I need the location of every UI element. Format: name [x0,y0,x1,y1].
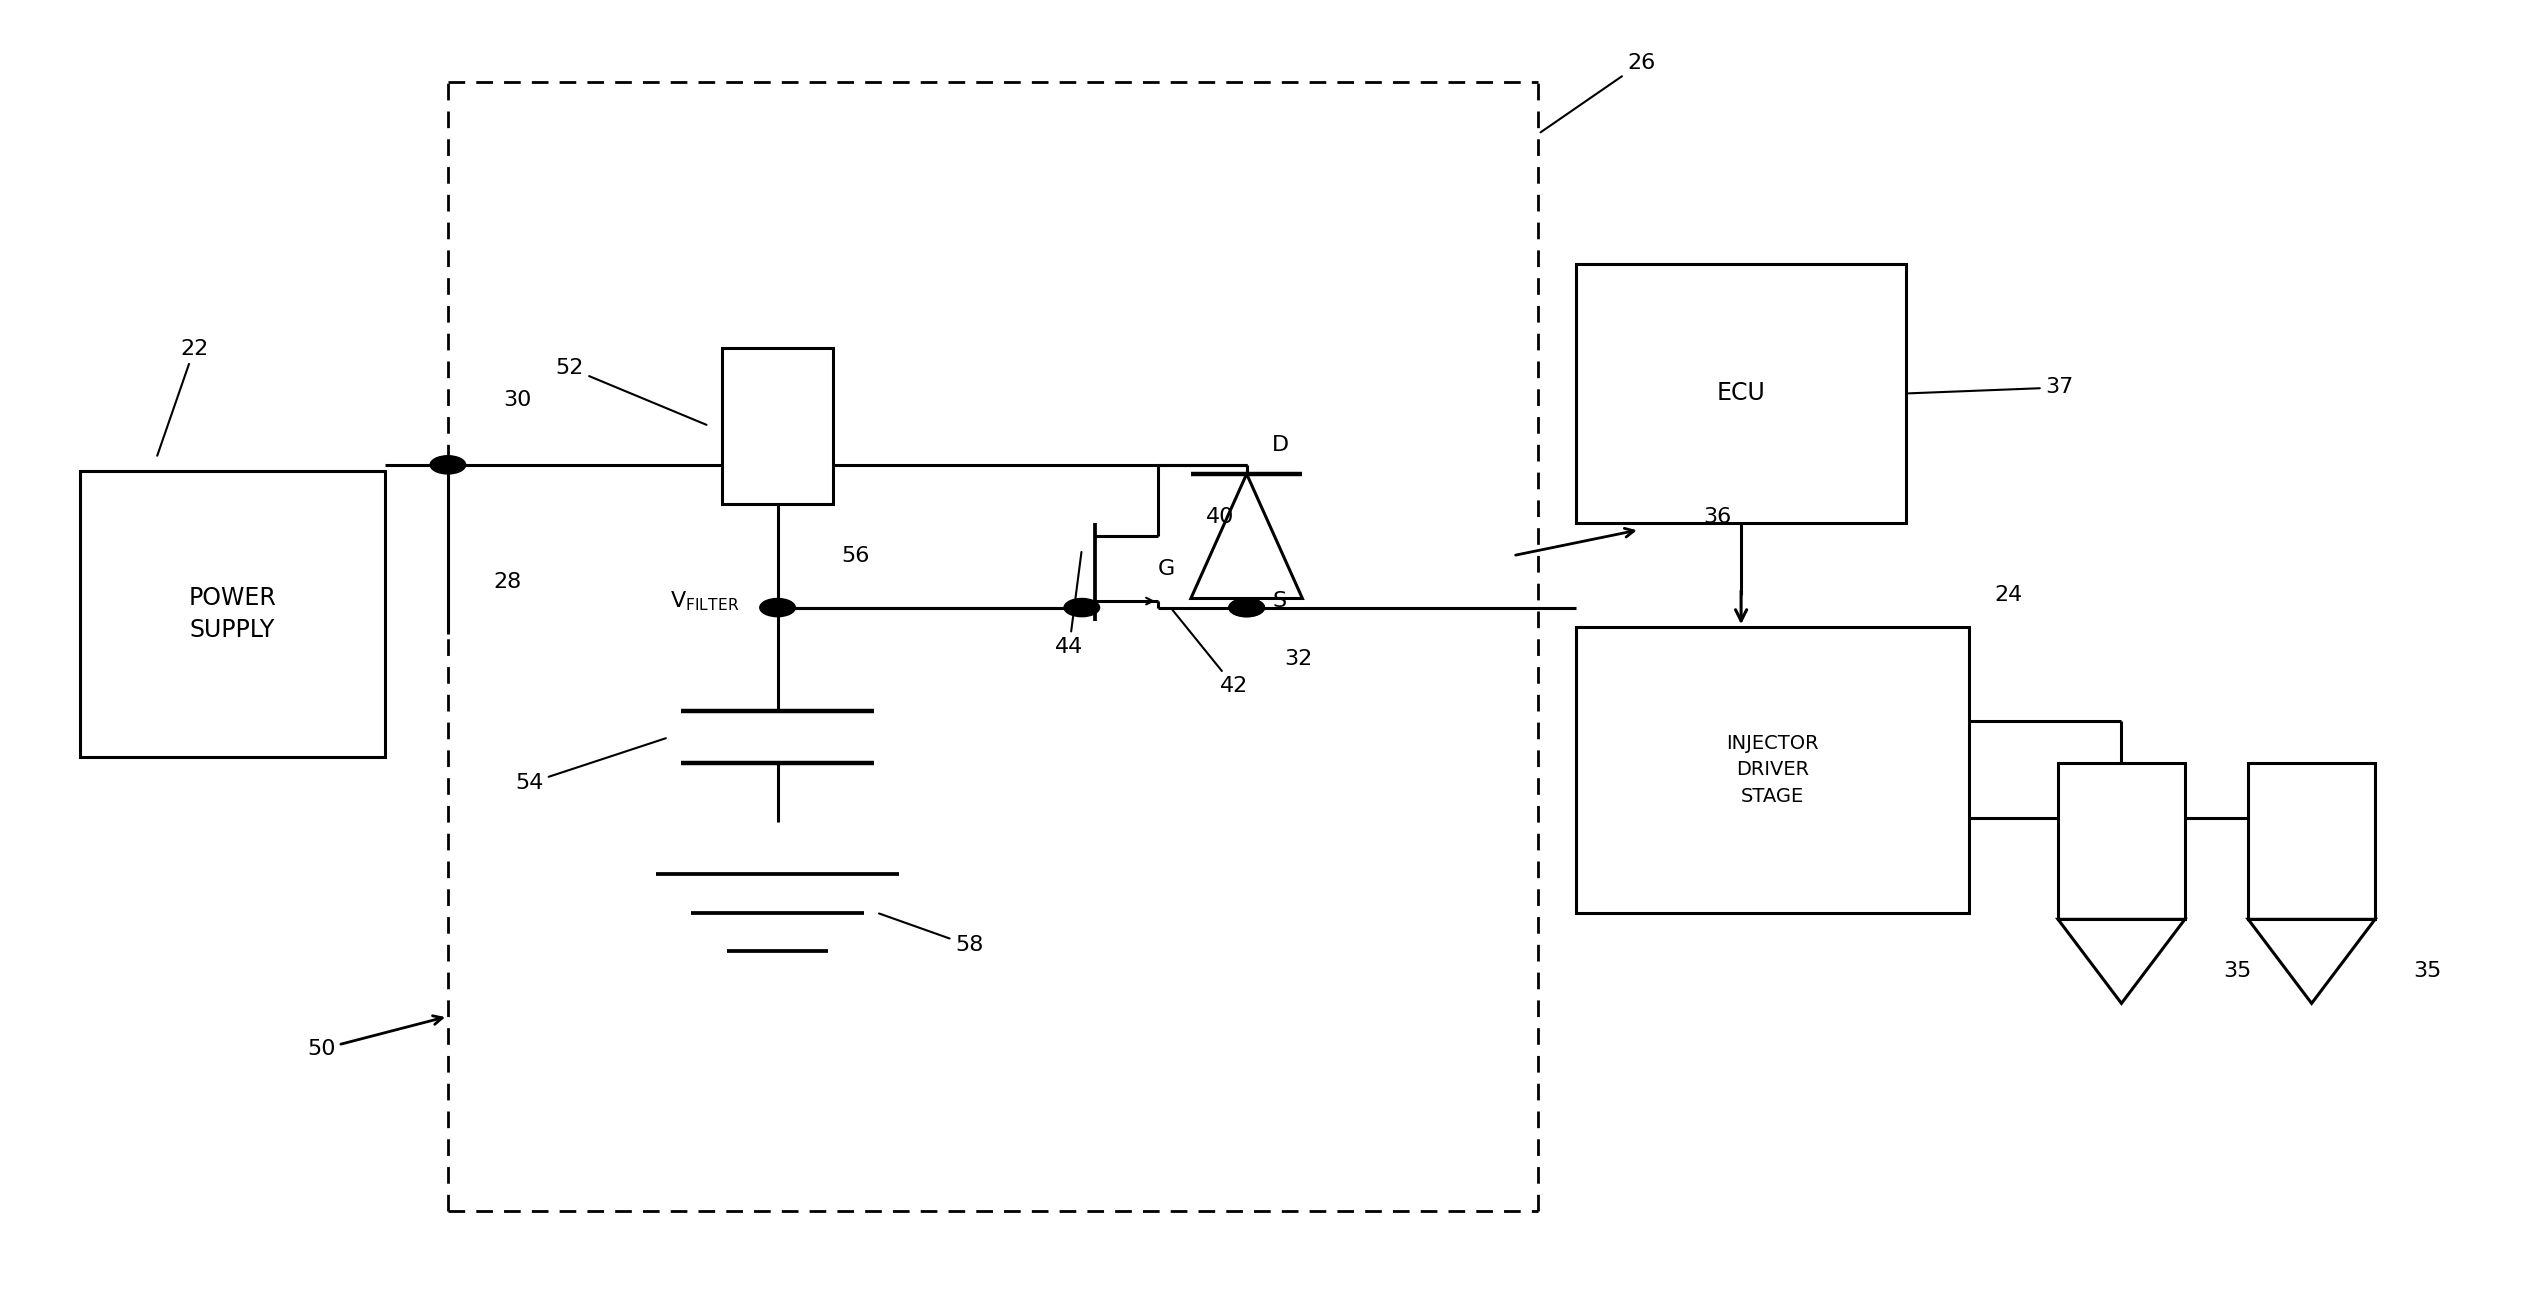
Text: 36: 36 [1702,507,1732,526]
Text: G: G [1158,559,1175,579]
Text: 30: 30 [504,390,532,410]
Text: POWER
SUPPLY: POWER SUPPLY [188,586,277,641]
Circle shape [1063,598,1099,616]
Text: 22: 22 [158,338,209,456]
Text: 35: 35 [2223,961,2251,981]
Text: 26: 26 [1542,54,1656,132]
Bar [2249,763,2376,919]
Text: ECU: ECU [1717,381,1766,405]
Text: 40: 40 [1206,507,1234,526]
Text: 28: 28 [494,572,522,592]
Bar [2058,763,2185,919]
Text: 52: 52 [555,358,707,424]
Text: 24: 24 [1994,585,2022,605]
Text: 42: 42 [1173,610,1249,696]
Bar [1577,264,1905,524]
Text: 54: 54 [514,738,667,793]
Text: 44: 44 [1056,552,1084,657]
Text: 32: 32 [1285,649,1313,670]
Text: 35: 35 [2414,961,2442,981]
Circle shape [1229,598,1264,616]
Text: $\mathregular{V_{FILTER}}$: $\mathregular{V_{FILTER}}$ [669,589,740,613]
Text: 37: 37 [1908,377,2073,397]
Bar [81,471,384,756]
Text: INJECTOR
DRIVER
STAGE: INJECTOR DRIVER STAGE [1727,734,1819,806]
Circle shape [430,456,466,474]
Bar [1577,627,1969,913]
Text: 58: 58 [880,913,985,956]
Text: 50: 50 [308,1016,443,1059]
Text: 56: 56 [842,546,870,565]
Circle shape [1229,598,1264,616]
Bar [722,347,834,504]
Circle shape [761,598,796,616]
Text: S: S [1272,592,1287,611]
Text: D: D [1272,435,1290,456]
